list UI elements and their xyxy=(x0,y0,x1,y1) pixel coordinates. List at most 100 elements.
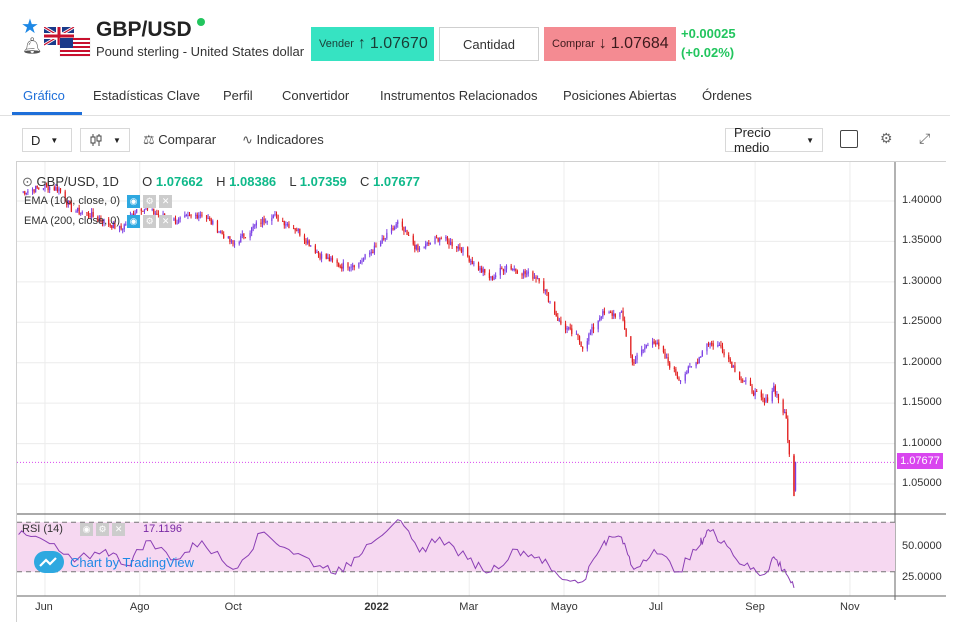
candle-body xyxy=(308,240,310,247)
tab-open-positions[interactable]: Posiciones Abiertas xyxy=(563,88,677,103)
candle-body xyxy=(101,221,104,224)
candle-body xyxy=(328,257,330,262)
candle-body xyxy=(75,210,77,212)
chart-type-dropdown[interactable]: ▼ xyxy=(80,128,130,152)
candle-body xyxy=(260,222,262,225)
tab-related-instruments[interactable]: Instrumentos Relacionados xyxy=(380,88,538,103)
candle-body xyxy=(76,207,79,211)
price-axis-label: 1.15000 xyxy=(902,396,942,409)
close-icon[interactable]: ✕ xyxy=(159,195,173,208)
sell-button[interactable]: Vender ↑ 1.07670 xyxy=(311,27,434,61)
time-axis-label: Sep xyxy=(745,601,765,613)
candle-body xyxy=(67,200,69,205)
candle-body xyxy=(437,237,439,242)
candle-body xyxy=(535,277,537,279)
candle-body xyxy=(731,361,733,368)
candle-body xyxy=(504,269,506,272)
candle-body xyxy=(145,208,147,210)
active-tab-indicator xyxy=(12,112,82,115)
favorite-star-icon[interactable]: ★ xyxy=(21,16,39,38)
close-icon[interactable]: ✕ xyxy=(112,523,126,536)
visibility-eye-icon[interactable]: ◉ xyxy=(127,215,141,228)
rsi-legend[interactable]: RSI (14) ◉ ⚙ ✕ xyxy=(22,523,126,536)
candle-body xyxy=(580,341,582,347)
candle-body xyxy=(558,320,560,322)
tab-orders[interactable]: Órdenes xyxy=(702,88,752,103)
compare-button[interactable]: ⚖︎ Comparar xyxy=(143,132,216,148)
tab-key-statistics[interactable]: Estadísticas Clave xyxy=(93,88,200,103)
candle-body xyxy=(777,394,780,401)
rsi-value: 17.1196 xyxy=(143,523,182,535)
candle-body xyxy=(754,390,756,396)
candle-body xyxy=(55,187,57,190)
candle-body xyxy=(285,224,287,226)
buy-button[interactable]: Comprar ↓ 1.07684 xyxy=(544,27,676,61)
chart-frame[interactable] xyxy=(16,161,946,622)
gear-icon[interactable]: ⚙ xyxy=(143,195,157,208)
candle-body xyxy=(216,220,219,233)
ema-100-legend[interactable]: EMA (100, close, 0) ◉ ⚙ ✕ xyxy=(24,195,173,208)
alert-bell-icon[interactable]: 🔔︎ xyxy=(22,38,43,55)
indicators-button[interactable]: ∿ Indicadores xyxy=(242,132,324,148)
candle-body xyxy=(591,326,593,333)
gear-icon[interactable]: ⚙︎ xyxy=(880,130,893,146)
candle-body xyxy=(641,349,643,355)
ema-200-legend[interactable]: EMA (200, close, 0) ◉ ⚙ ✕ xyxy=(24,215,173,228)
price-mode-dropdown[interactable]: Precio medio ▼ xyxy=(725,125,823,155)
candle-body xyxy=(330,257,332,262)
candle-body xyxy=(785,412,787,419)
price-axis-label: 1.35000 xyxy=(902,234,942,247)
legend-close-label: C xyxy=(360,174,370,189)
tab-chart[interactable]: Gráfico xyxy=(23,88,65,103)
gear-icon[interactable]: ⚙ xyxy=(96,523,110,536)
candle-body xyxy=(491,276,494,280)
candle-body xyxy=(435,237,438,239)
candle-body xyxy=(263,218,265,223)
price-axis-label: 1.20000 xyxy=(902,355,942,368)
candle-body xyxy=(109,224,111,226)
candle-body xyxy=(252,226,254,228)
candle-body xyxy=(232,240,234,245)
candle-body xyxy=(445,237,447,239)
candle-body xyxy=(434,237,436,244)
tab-converter[interactable]: Convertidor xyxy=(282,88,350,103)
quantity-input[interactable]: Cantidad xyxy=(439,27,539,61)
candle-body xyxy=(633,362,635,364)
currency-flags-icon xyxy=(44,27,91,57)
candle-body xyxy=(473,262,475,265)
snapshot-checkbox[interactable] xyxy=(840,130,858,148)
price-mode-value: Precio medio xyxy=(734,125,771,155)
candle-body xyxy=(42,188,45,190)
candle-body xyxy=(717,345,719,347)
buy-label: Comprar xyxy=(552,38,595,50)
candle-body xyxy=(146,208,149,210)
candle-body xyxy=(282,220,284,222)
candle-body xyxy=(536,278,539,280)
candle-body xyxy=(316,251,318,253)
candle-body xyxy=(760,391,762,398)
indicators-label: Indicadores xyxy=(256,132,324,147)
visibility-eye-icon[interactable]: ◉ xyxy=(127,195,141,208)
instrument-full-name: Pound sterling - United States dollar xyxy=(96,44,305,59)
tradingview-watermark[interactable]: Chart by TradingView xyxy=(34,551,194,573)
tab-profile[interactable]: Perfil xyxy=(223,88,253,103)
candle-body xyxy=(380,242,382,246)
gear-icon[interactable]: ⚙ xyxy=(143,215,157,228)
candle-body xyxy=(229,236,231,242)
candle-body xyxy=(218,231,220,233)
chart-settings-icon[interactable]: ⊙ xyxy=(22,174,33,189)
candle-body xyxy=(602,311,604,317)
candle-body xyxy=(22,191,24,193)
candle-body xyxy=(299,228,301,236)
watermark-text: Chart by TradingView xyxy=(70,554,195,570)
close-icon[interactable]: ✕ xyxy=(159,215,173,228)
candle-body xyxy=(720,344,722,347)
candle-body xyxy=(131,213,133,216)
fullscreen-icon[interactable]: ⤢ xyxy=(919,130,931,146)
candle-body xyxy=(274,214,276,216)
interval-dropdown[interactable]: D ▼ xyxy=(22,128,72,152)
price-change-absolute: +0.00025 xyxy=(681,26,736,41)
candle-body xyxy=(451,241,453,247)
candle-body xyxy=(471,260,473,265)
visibility-eye-icon[interactable]: ◉ xyxy=(80,523,94,536)
